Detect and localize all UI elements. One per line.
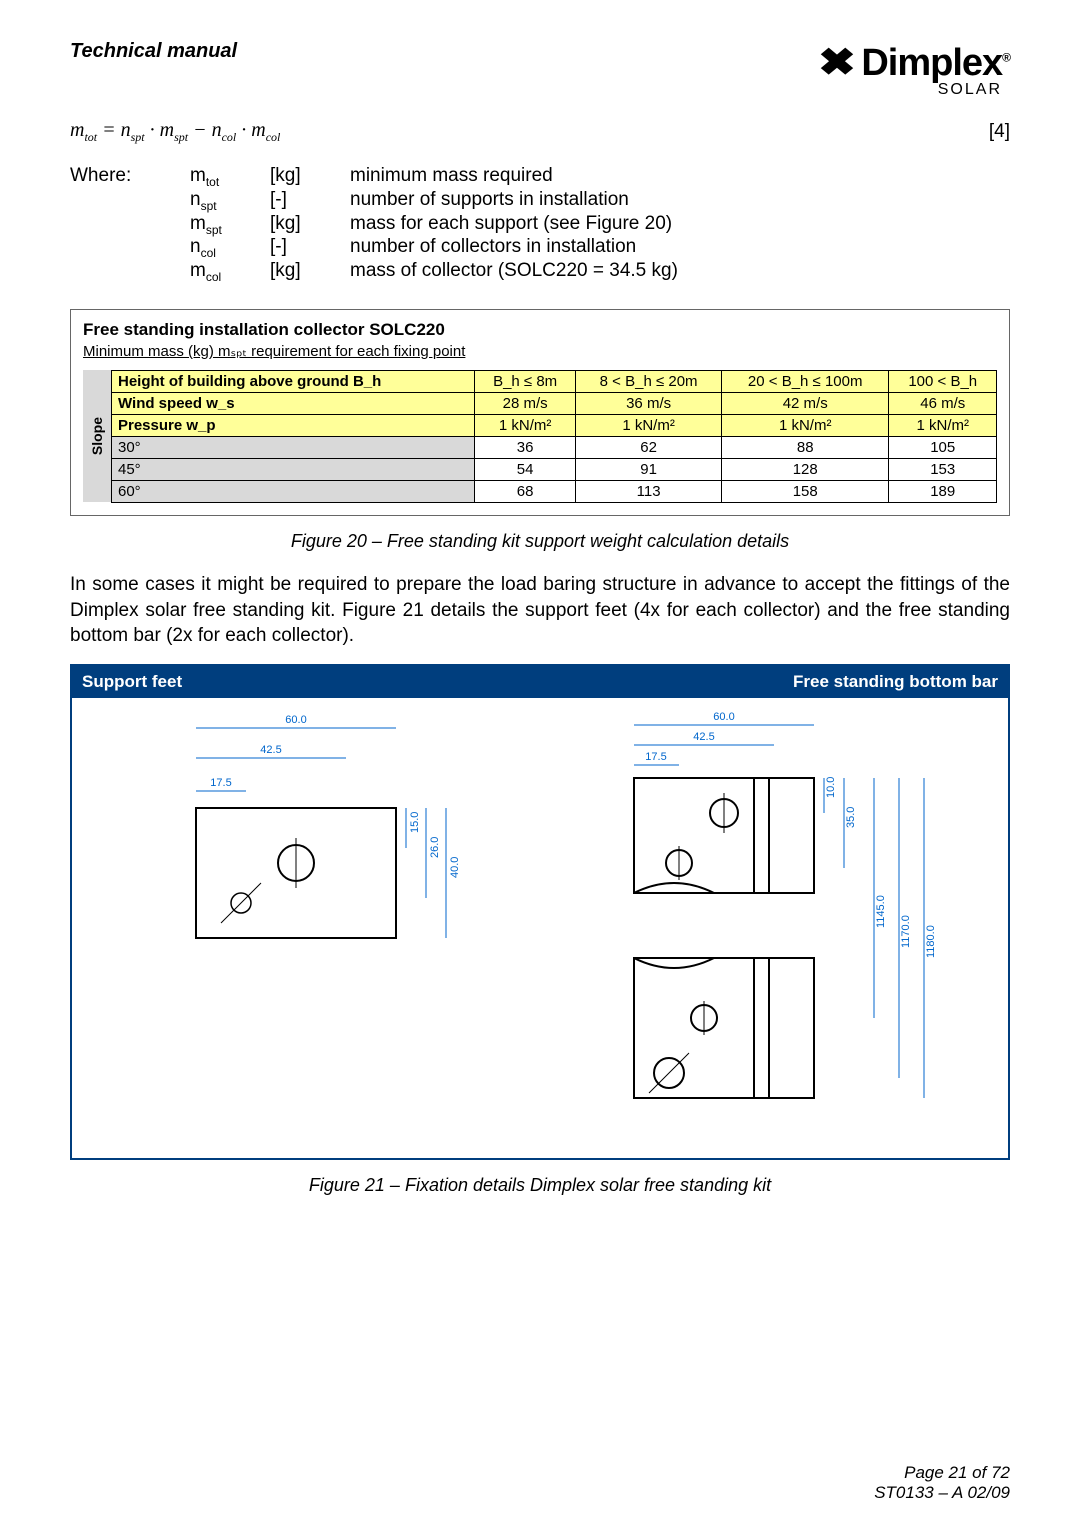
svg-text:15.0: 15.0 — [409, 811, 421, 832]
slope-label: Slope — [89, 417, 105, 455]
where-definitions: mtot[kg]minimum mass required nspt[-]num… — [190, 165, 678, 284]
svg-text:10.0: 10.0 — [825, 776, 837, 797]
row-60: 60° — [112, 480, 475, 502]
hdr-wind: Wind speed w_s — [112, 392, 475, 414]
table-title: Free standing installation collector SOL… — [83, 320, 997, 340]
svg-text:17.5: 17.5 — [645, 751, 666, 763]
bottom-bar-drawing: 60.0 42.5 17.5 — [540, 698, 1008, 1158]
brand-logo: ✖ Dimplex® SOLAR — [821, 40, 1010, 99]
hdr-height: Height of building above ground B_h — [112, 370, 475, 392]
support-feet-drawing: 60.0 42.5 17.5 15.0 26.0 40.0 — [72, 698, 540, 1158]
svg-text:42.5: 42.5 — [693, 731, 714, 743]
svg-text:26.0: 26.0 — [429, 836, 441, 857]
row-30: 30° — [112, 436, 475, 458]
figure-21-caption: Figure 21 – Fixation details Dimplex sol… — [70, 1175, 1010, 1196]
where-label: Where: — [70, 165, 190, 284]
doc-number: ST0133 – A 02/09 — [874, 1483, 1010, 1503]
svg-text:42.5: 42.5 — [260, 744, 281, 756]
svg-text:60.0: 60.0 — [713, 711, 734, 723]
bottom-bar-title: Free standing bottom bar — [540, 666, 1008, 698]
equation-number: [4] — [989, 121, 1010, 143]
figure-20-table: Free standing installation collector SOL… — [70, 309, 1010, 516]
page-number: Page 21 of 72 — [874, 1463, 1010, 1483]
svg-text:1180.0: 1180.0 — [925, 925, 937, 958]
equation: mtot = nspt · mspt − ncol · mcol — [70, 119, 280, 145]
svg-text:1170.0: 1170.0 — [900, 915, 912, 948]
figure-21-diagram: Support feet Free standing bottom bar 60… — [70, 664, 1010, 1160]
svg-text:1145.0: 1145.0 — [875, 895, 887, 928]
page-footer: Page 21 of 72 ST0133 – A 02/09 — [874, 1463, 1010, 1503]
logo-text: Dimplex — [861, 42, 1002, 84]
hdr-pressure: Pressure w_p — [112, 414, 475, 436]
svg-text:17.5: 17.5 — [210, 777, 231, 789]
table-subtitle: Minimum mass (kg) mₛₚₜ requirement for e… — [83, 342, 997, 360]
svg-text:60.0: 60.0 — [285, 714, 306, 726]
row-45: 45° — [112, 458, 475, 480]
svg-text:40.0: 40.0 — [449, 856, 461, 877]
body-paragraph: In some cases it might be required to pr… — [70, 572, 1010, 649]
figure-20-caption: Figure 20 – Free standing kit support we… — [70, 531, 1010, 552]
support-feet-title: Support feet — [72, 666, 540, 698]
svg-text:35.0: 35.0 — [845, 806, 857, 827]
doc-title: Technical manual — [70, 40, 237, 63]
